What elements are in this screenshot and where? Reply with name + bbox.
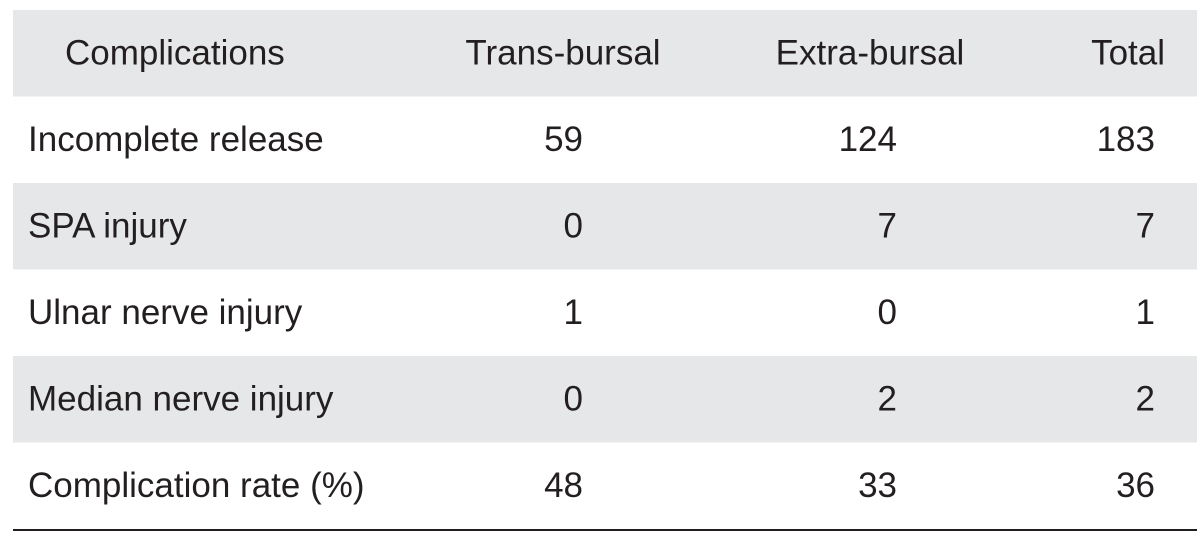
cell: 1 (1136, 293, 1155, 332)
row-label: Ulnar nerve injury (28, 293, 303, 332)
row-label: SPA injury (28, 207, 187, 246)
cell: 7 (878, 207, 897, 246)
cell: 124 (839, 120, 897, 159)
row-background (13, 183, 1197, 270)
cell: 48 (544, 466, 583, 505)
cell: 2 (1136, 380, 1155, 419)
cell: 183 (1097, 120, 1155, 159)
cell: 0 (878, 293, 897, 332)
cell: 33 (858, 466, 897, 505)
header-background (13, 10, 1197, 97)
cell: 36 (1116, 466, 1155, 505)
cell: 59 (544, 120, 583, 159)
row-background (13, 356, 1197, 443)
cell: 0 (564, 207, 583, 246)
cell: 2 (878, 380, 897, 419)
cell: 7 (1136, 207, 1155, 246)
header-cell: Extra-bursal (776, 34, 965, 73)
header-cell: Trans-bursal (465, 34, 660, 73)
row-label: Incomplete release (28, 120, 324, 159)
cell: 1 (564, 293, 583, 332)
cell: 0 (564, 380, 583, 419)
header-cell: Complications (65, 34, 285, 73)
row-label: Complication rate (%) (28, 466, 365, 505)
row-label: Median nerve injury (28, 380, 334, 419)
header-cell: Total (1091, 34, 1165, 73)
